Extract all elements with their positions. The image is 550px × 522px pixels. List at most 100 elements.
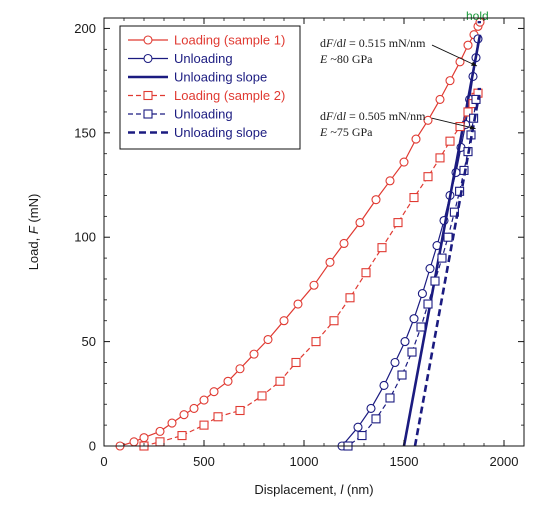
data-point (423, 172, 433, 182)
annotation-run: = 0.515 mN/nm (346, 36, 426, 50)
data-point (366, 403, 376, 413)
data-point (471, 94, 481, 104)
data-point (443, 232, 453, 242)
annotation-run: d (320, 109, 326, 123)
annotation-run: E (319, 125, 328, 139)
series-5 (413, 94, 481, 447)
annotation-text: hold (466, 9, 489, 23)
legend-item: Unloading slope (128, 70, 267, 85)
y-tick-label: 50 (82, 334, 96, 349)
data-point (235, 405, 245, 416)
data-point (257, 391, 267, 401)
data-point (309, 280, 319, 290)
data-point (293, 299, 303, 309)
data-point (435, 94, 445, 104)
annotation-text: E ~75 GPa (319, 125, 373, 139)
data-point (455, 122, 465, 132)
data-point (411, 134, 421, 144)
data-point (129, 437, 139, 447)
data-point (249, 349, 259, 359)
data-point (399, 157, 409, 167)
text-run: Load, (26, 234, 41, 270)
annotation-run: /d (333, 36, 342, 50)
data-point (325, 257, 335, 267)
annotation-arrowhead (471, 61, 477, 67)
data-point (463, 107, 473, 117)
annotation-arrow (431, 117, 476, 130)
legend-item: Unloading (128, 107, 233, 122)
data-point (353, 422, 363, 432)
text-run: l (340, 482, 344, 497)
data-point (393, 218, 403, 228)
data-point (339, 238, 349, 249)
legend-label: Loading (sample 1) (174, 33, 285, 48)
legend-box (119, 25, 301, 150)
legend-label: Unloading (174, 107, 233, 122)
data-point (435, 153, 445, 163)
annotation-arrowhead (469, 125, 476, 130)
series-1 (337, 34, 483, 451)
data-point (213, 412, 223, 422)
x-axis-label: Displacement, l (nm) (254, 482, 373, 497)
data-point (409, 193, 419, 203)
annotation-run: hold (466, 9, 489, 23)
y-tick-label: 150 (74, 125, 96, 140)
data-point (417, 289, 427, 299)
data-point (329, 316, 339, 326)
data-point (430, 276, 440, 286)
series-line (341, 38, 479, 447)
data-point (263, 334, 273, 345)
y-tick-label: 200 (74, 21, 96, 36)
data-point (423, 299, 433, 309)
legend-label: Unloading (174, 51, 233, 66)
legend: Loading (sample 1) Unloading Unloading slo… (119, 25, 301, 150)
annotation-run: = 0.505 mN/nm (346, 109, 426, 123)
data-point (463, 40, 473, 50)
data-point (445, 136, 455, 146)
data-point (416, 322, 426, 332)
data-point (155, 426, 165, 436)
legend-item: Loading (sample 1) (128, 33, 285, 48)
legend-item: Unloading slope (128, 125, 267, 140)
data-point (279, 316, 289, 326)
slope-annotation: dF/dl = 0.515 mN/nm E ~80 GPa (319, 36, 478, 67)
data-point (235, 364, 245, 374)
x-tick-label: 500 (193, 454, 215, 469)
legend-item: Loading (sample 2) (128, 88, 285, 103)
data-point (379, 380, 389, 391)
data-point (223, 376, 233, 386)
hold-annotation: hold (466, 9, 489, 23)
data-point (311, 337, 321, 347)
annotation-text: dF/dl = 0.515 mN/nm (320, 36, 426, 50)
x-tick-label: 1000 (290, 454, 319, 469)
x-tick-label: 1500 (390, 454, 419, 469)
legend-marker (143, 90, 153, 101)
data-point (209, 387, 219, 397)
slope-annotation: dF/dl = 0.505 mN/nm E ~75 GPa (319, 109, 476, 139)
series-line (402, 34, 482, 447)
data-point (400, 337, 410, 347)
plot-frame (103, 17, 525, 447)
annotation-arrow (431, 44, 478, 67)
data-point (357, 431, 367, 441)
data-point (407, 347, 417, 357)
axes-layer: 0 500 1000 1500 2000 0 50 100 150 200 Displacement… (26, 17, 525, 497)
y-tick-label: 100 (74, 230, 96, 245)
data-point (139, 433, 149, 443)
data-point (355, 218, 365, 228)
data-point (390, 357, 400, 368)
y-axis-label: Load, F (mN) (26, 194, 41, 271)
text-run: (mN) (26, 194, 41, 227)
x-tick-label: 0 (100, 454, 107, 469)
legend-marker (143, 53, 153, 64)
data-point (199, 395, 209, 405)
data-point (155, 437, 165, 447)
data-point (177, 431, 187, 441)
annotation-run: l (343, 109, 347, 123)
annotation-run: /d (333, 109, 342, 123)
annotation-run: d (320, 36, 326, 50)
x-tick-label: 2000 (490, 454, 519, 469)
